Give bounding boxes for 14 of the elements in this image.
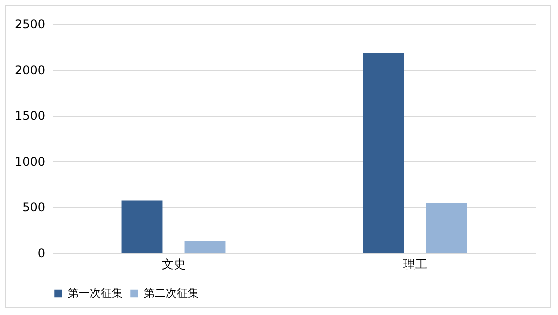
y-tick-label: 500 bbox=[22, 200, 46, 215]
y-tick-label: 1000 bbox=[14, 154, 46, 169]
bar bbox=[184, 241, 226, 253]
bar bbox=[426, 204, 468, 253]
y-tick-label: 1500 bbox=[14, 109, 46, 124]
x-tick-label: 理工 bbox=[403, 258, 428, 272]
x-tick-label: 文史 bbox=[162, 258, 186, 272]
y-tick-label: 0 bbox=[38, 246, 46, 260]
legend-label: 第一次征集 bbox=[68, 286, 123, 300]
y-tick-label: 2500 bbox=[14, 18, 46, 32]
y-tick-label: 2000 bbox=[14, 63, 46, 78]
bar bbox=[363, 53, 404, 253]
bar bbox=[122, 200, 163, 253]
legend-label: 第二次征集 bbox=[144, 286, 199, 300]
